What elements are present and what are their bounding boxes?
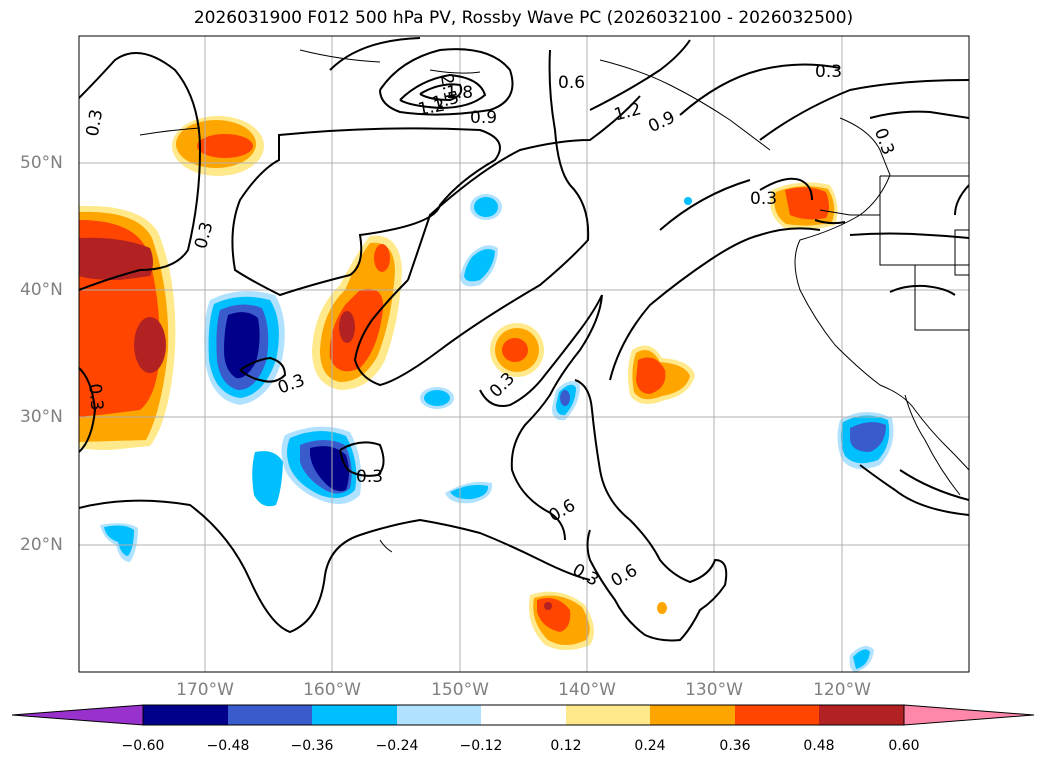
colorbar-tick-label: −0.12 [459, 738, 503, 754]
lon-label: 160°W [303, 680, 361, 700]
lat-label: 50°N [20, 153, 63, 173]
colorbar-segment [819, 705, 904, 725]
colorbar-tick-label: −0.60 [121, 738, 165, 754]
lon-label: 130°W [685, 680, 743, 700]
colorbar-tick-label: −0.36 [290, 738, 334, 754]
contour-label: 0.9 [645, 107, 678, 137]
contour-label: 1.8 [446, 83, 473, 103]
colorbar-segment [143, 705, 228, 725]
contour-label: 0.3 [569, 560, 602, 591]
lon-label: 120°W [813, 680, 871, 700]
colorbar-tick-label: 0.24 [634, 738, 666, 754]
contour-label: 0.6 [558, 73, 585, 93]
lat-label: 20°N [20, 535, 63, 555]
lat-label: 30°N [20, 407, 63, 427]
contour-label: 0.6 [608, 561, 641, 592]
colorbar-frame [142, 704, 905, 726]
colorbar-extend-min [11, 704, 144, 726]
colorbar-tick-label: −0.24 [375, 738, 419, 754]
contour-label: 0.6 [546, 496, 579, 527]
map-frame [78, 35, 970, 673]
contour-label: 0.9 [470, 108, 497, 128]
pv-shading [79, 116, 894, 672]
lon-label: 140°W [558, 680, 616, 700]
colorbar-segment [312, 705, 397, 725]
contour-label: 0.3 [84, 383, 106, 412]
lat-label: 40°N [20, 280, 63, 300]
contours [79, 37, 969, 642]
contour-label: 0.3 [83, 108, 107, 138]
colorbar-segment [735, 705, 819, 725]
colorbar-segment [650, 705, 735, 725]
colorbar-segment [566, 705, 650, 725]
colorbar-tick-label: 0.60 [888, 738, 920, 754]
colorbar-segment [228, 705, 312, 725]
graticule [79, 36, 969, 672]
colorbar-segment [481, 705, 566, 725]
contour-label: 0.3 [870, 125, 898, 157]
contour-label: 0.3 [750, 189, 777, 209]
contour-label: 1.2 [416, 96, 446, 120]
map-title: 2026031900 F012 500 hPa PV, Rossby Wave … [193, 8, 854, 28]
colorbar [11, 704, 1035, 726]
contour-label: 0.3 [191, 220, 217, 251]
colorbar-tick-label: −0.48 [206, 738, 250, 754]
contour-label: 1.2 [612, 99, 643, 125]
colorbar-tick-label: 0.48 [803, 738, 835, 754]
colorbar-extend-max [903, 704, 1035, 726]
lon-label: 150°W [431, 680, 489, 700]
lon-label: 170°W [176, 680, 234, 700]
colorbar-tick-label: 0.12 [550, 738, 582, 754]
colorbar-segment [397, 705, 481, 725]
contour-label: 0.3 [815, 62, 842, 82]
colorbar-tick-label: 0.36 [719, 738, 751, 754]
contour-label: 0.3 [275, 370, 307, 398]
contour-label: 0.3 [356, 467, 383, 487]
contour-label: 2.1 [436, 73, 460, 103]
